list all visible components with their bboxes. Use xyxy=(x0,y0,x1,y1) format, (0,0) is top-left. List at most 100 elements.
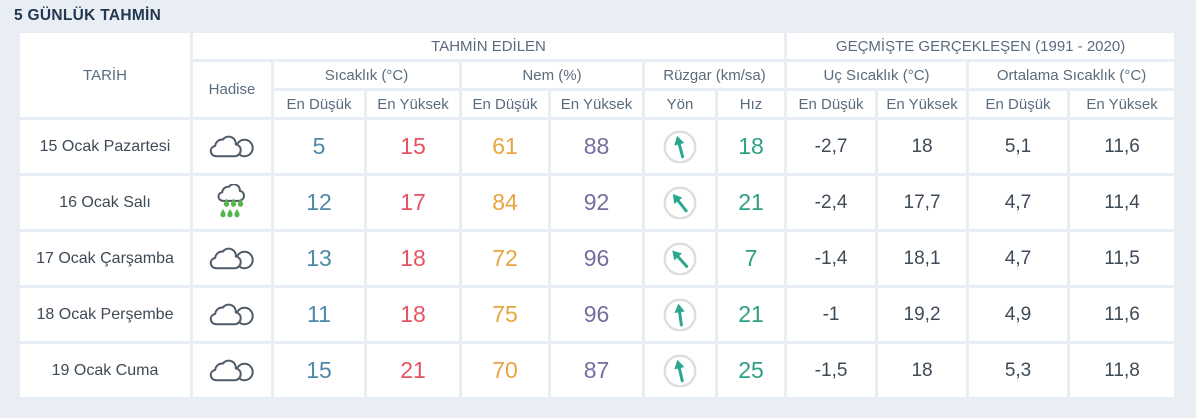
average-max-cell: 11,8 xyxy=(1070,344,1175,397)
humidity-min-cell: 75 xyxy=(462,288,548,341)
wind-speed-cell: 21 xyxy=(718,176,785,229)
wind-speed-cell: 7 xyxy=(718,232,785,285)
temp-max-cell: 18 xyxy=(367,232,459,285)
date-cell: 16 Ocak Salı xyxy=(20,176,190,229)
table-row: 18 Ocak Perşembe 11 18 75 96 xyxy=(20,288,1175,341)
temp-max-cell: 21 xyxy=(367,344,459,397)
average-min-cell: 5,1 xyxy=(969,120,1068,173)
average-max-cell: 11,5 xyxy=(1070,232,1175,285)
average-min-cell: 5,3 xyxy=(969,344,1068,397)
temp-max-cell: 15 xyxy=(367,120,459,173)
humidity-min-cell: 72 xyxy=(462,232,548,285)
wind-direction-icon xyxy=(663,129,697,164)
wind-direction-cell xyxy=(645,120,715,173)
table-row: 15 Ocak Pazartesi 5 15 61 88 xyxy=(20,120,1175,173)
date-cell: 17 Ocak Çarşamba xyxy=(20,232,190,285)
humidity-max-cell: 87 xyxy=(551,344,642,397)
table-row: 17 Ocak Çarşamba 13 18 72 96 xyxy=(20,232,1175,285)
forecast-rows: 15 Ocak Pazartesi 5 15 61 88 xyxy=(20,120,1175,397)
group-header-forecast: TAHMİN EDİLEN xyxy=(193,33,785,59)
rainy-icon xyxy=(217,184,245,218)
wind-speed-cell: 21 xyxy=(718,288,785,341)
col-header-date: TARİH xyxy=(20,33,190,117)
subheader-extreme-max: En Yüksek xyxy=(878,91,967,117)
page-title: 5 GÜNLÜK TAHMİN xyxy=(14,7,162,24)
temp-max-cell: 18 xyxy=(367,288,459,341)
extreme-min-cell: -1,5 xyxy=(787,344,876,397)
average-min-cell: 4,9 xyxy=(969,288,1068,341)
humidity-max-cell: 88 xyxy=(551,120,642,173)
condition-cell xyxy=(193,232,271,285)
average-max-cell: 11,6 xyxy=(1070,288,1175,341)
condition-cell xyxy=(193,176,271,229)
extreme-min-cell: -2,4 xyxy=(787,176,876,229)
col-header-temperature: Sıcaklık (°C) xyxy=(274,62,459,88)
humidity-max-cell: 92 xyxy=(551,176,642,229)
table-row: 16 Ocak Salı 12 17 84 92 xyxy=(20,176,1175,229)
header-row-subcolumns: En Düşük En Yüksek En Düşük En Yüksek Yö… xyxy=(20,91,1175,117)
col-header-extreme-temp: Uç Sıcaklık (°C) xyxy=(787,62,967,88)
extreme-max-cell: 19,2 xyxy=(878,288,967,341)
header-row-groups: TARİH TAHMİN EDİLEN GEÇMİŞTE GERÇEKLEŞEN… xyxy=(20,33,1175,117)
extreme-max-cell: 18,1 xyxy=(878,232,967,285)
wind-speed-cell: 25 xyxy=(718,344,785,397)
cloudy-icon xyxy=(209,247,254,269)
date-cell: 15 Ocak Pazartesi xyxy=(20,120,190,173)
cloudy-icon xyxy=(209,359,254,381)
wind-direction-cell xyxy=(645,176,715,229)
subheader-wind-direction: Yön xyxy=(645,91,715,117)
table-row: 19 Ocak Cuma 15 21 70 87 xyxy=(20,344,1175,397)
humidity-min-cell: 61 xyxy=(462,120,548,173)
humidity-max-cell: 96 xyxy=(551,232,642,285)
extreme-max-cell: 18 xyxy=(878,120,967,173)
humidity-min-cell: 70 xyxy=(462,344,548,397)
average-min-cell: 4,7 xyxy=(969,232,1068,285)
humidity-max-cell: 96 xyxy=(551,288,642,341)
temp-max-cell: 17 xyxy=(367,176,459,229)
condition-cell xyxy=(193,120,271,173)
average-min-cell: 4,7 xyxy=(969,176,1068,229)
average-max-cell: 11,4 xyxy=(1070,176,1175,229)
group-header-historical: GEÇMİŞTE GERÇEKLEŞEN (1991 - 2020) xyxy=(787,33,1175,59)
condition-cell xyxy=(193,344,271,397)
cloudy-icon xyxy=(209,135,254,157)
subheader-average-max: En Yüksek xyxy=(1070,91,1175,117)
wind-direction-icon xyxy=(663,185,697,220)
subheader-humidity-min: En Düşük xyxy=(462,91,548,117)
forecast-table: TARİH TAHMİN EDİLEN GEÇMİŞTE GERÇEKLEŞEN… xyxy=(17,30,1177,400)
subheader-average-min: En Düşük xyxy=(969,91,1068,117)
average-max-cell: 11,6 xyxy=(1070,120,1175,173)
rain-drops xyxy=(220,198,244,218)
col-header-wind: Rüzgar (km/sa) xyxy=(645,62,785,88)
header-row-categories: Hadise Sıcaklık (°C) Nem (%) Rüzgar (km/… xyxy=(20,62,1175,117)
temp-min-cell: 12 xyxy=(274,176,364,229)
wind-direction-icon xyxy=(663,297,697,332)
extreme-max-cell: 17,7 xyxy=(878,176,967,229)
temp-min-cell: 13 xyxy=(274,232,364,285)
temp-min-cell: 5 xyxy=(274,120,364,173)
wind-direction-icon xyxy=(663,241,697,276)
subheader-wind-speed: Hız xyxy=(718,91,785,117)
cloudy-icon xyxy=(209,303,254,325)
humidity-min-cell: 84 xyxy=(462,176,548,229)
col-header-humidity: Nem (%) xyxy=(462,62,642,88)
condition-cell xyxy=(193,288,271,341)
temp-min-cell: 11 xyxy=(274,288,364,341)
wind-direction-cell xyxy=(645,288,715,341)
col-header-condition: Hadise xyxy=(193,62,271,117)
temp-min-cell: 15 xyxy=(274,344,364,397)
subheader-temp-min: En Düşük xyxy=(274,91,364,117)
date-cell: 18 Ocak Perşembe xyxy=(20,288,190,341)
wind-direction-cell xyxy=(645,232,715,285)
subheader-humidity-max: En Yüksek xyxy=(551,91,642,117)
wind-speed-cell: 18 xyxy=(718,120,785,173)
subheader-temp-max: En Yüksek xyxy=(367,91,459,117)
extreme-min-cell: -1 xyxy=(787,288,876,341)
extreme-min-cell: -1,4 xyxy=(787,232,876,285)
wind-direction-cell xyxy=(645,344,715,397)
date-cell: 19 Ocak Cuma xyxy=(20,344,190,397)
wind-direction-icon xyxy=(663,353,697,388)
extreme-min-cell: -2,7 xyxy=(787,120,876,173)
col-header-average-temp: Ortalama Sıcaklık (°C) xyxy=(969,62,1175,88)
